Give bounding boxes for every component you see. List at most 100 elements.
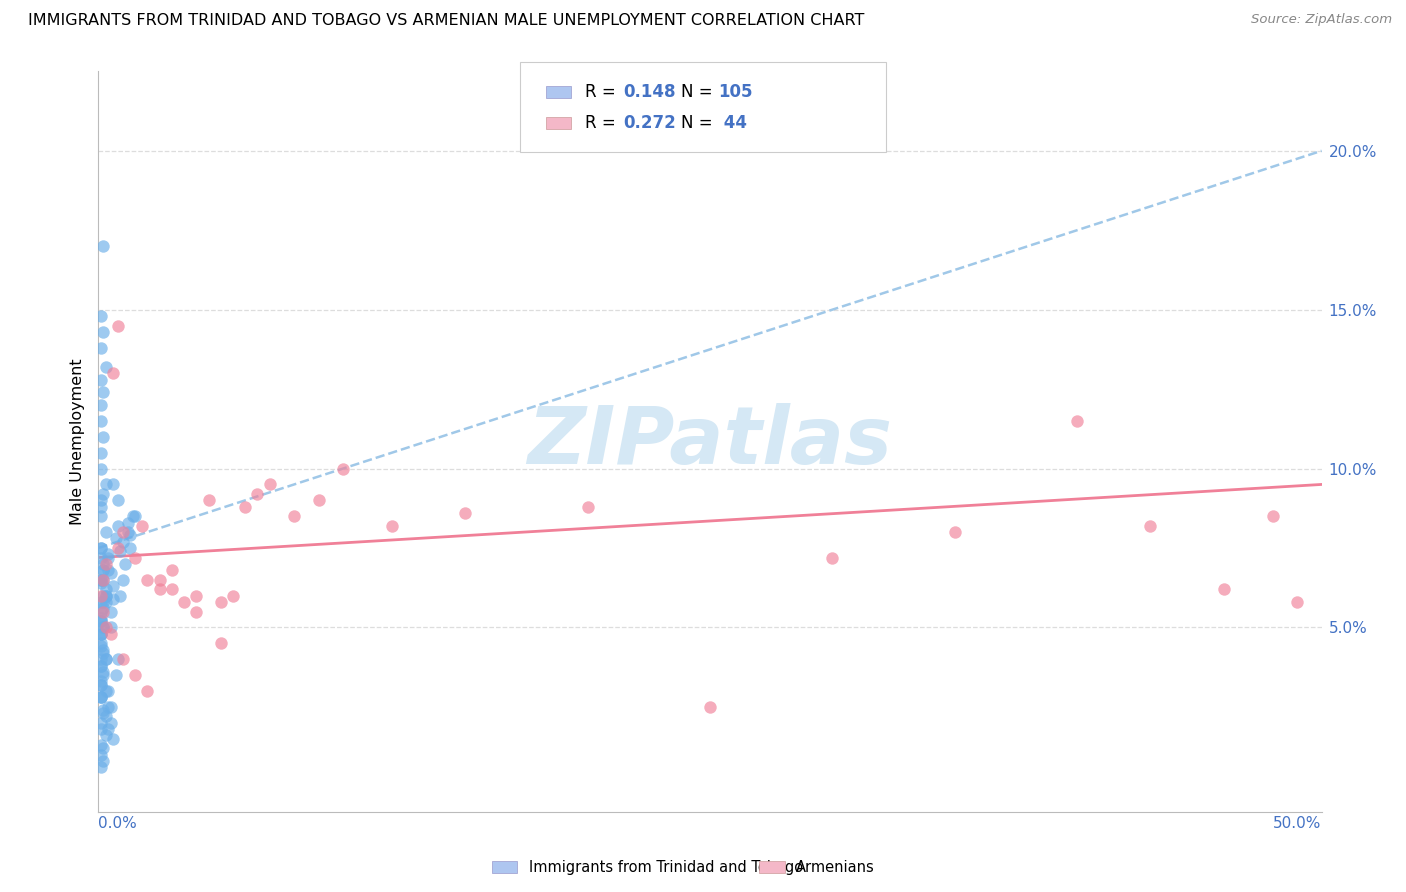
Point [90, 627, 112, 641]
Point [91, 563, 114, 577]
Point [107, 318, 129, 333]
Point [107, 493, 129, 508]
Point [160, 582, 183, 597]
Point [90, 550, 112, 565]
Point [117, 525, 139, 540]
Point [104, 668, 127, 682]
Point [91, 563, 114, 577]
Text: 105: 105 [718, 83, 754, 101]
Point [94, 620, 117, 634]
Point [121, 509, 143, 524]
Point [90, 373, 112, 387]
Point [91, 665, 114, 679]
Point [90, 573, 112, 587]
Point [100, 715, 122, 730]
Text: Immigrants from Trinidad and Tobago: Immigrants from Trinidad and Tobago [529, 860, 803, 874]
Point [91, 642, 114, 657]
Point [90, 611, 112, 625]
Point [90, 760, 112, 774]
Point [114, 557, 136, 571]
Point [90, 461, 112, 475]
Point [454, 506, 477, 520]
Point [107, 652, 129, 666]
Point [101, 477, 124, 491]
Point [1212, 582, 1234, 597]
Point [90, 690, 112, 705]
Point [90, 658, 112, 673]
Point [90, 614, 112, 628]
Point [332, 461, 354, 475]
Point [94, 589, 117, 603]
Point [124, 509, 146, 524]
Point [94, 684, 117, 698]
Point [94, 652, 117, 666]
Point [91, 668, 114, 682]
Point [186, 589, 208, 603]
Point [149, 582, 172, 597]
Point [90, 541, 112, 555]
Point [90, 445, 112, 459]
Point [94, 709, 117, 723]
Point [821, 550, 844, 565]
Point [91, 595, 114, 609]
Point [381, 518, 404, 533]
Point [100, 566, 122, 581]
Point [117, 516, 139, 530]
Point [90, 414, 112, 428]
Point [308, 493, 330, 508]
Text: 50.0%: 50.0% [1274, 816, 1322, 831]
Point [90, 398, 112, 412]
Point [94, 729, 117, 743]
Point [90, 640, 112, 654]
Text: N =: N = [681, 83, 717, 101]
Point [259, 477, 281, 491]
Point [90, 678, 112, 692]
Point [107, 541, 129, 555]
Point [104, 532, 127, 546]
Point [90, 573, 112, 587]
Point [101, 591, 124, 606]
Point [943, 525, 966, 540]
Point [94, 652, 117, 666]
Text: 0.148: 0.148 [623, 83, 675, 101]
Point [1139, 518, 1161, 533]
Point [90, 341, 112, 355]
Point [94, 477, 117, 491]
Point [1261, 509, 1284, 524]
Point [124, 550, 146, 565]
Point [97, 699, 120, 714]
Point [101, 579, 124, 593]
Point [90, 605, 112, 619]
Point [90, 722, 112, 736]
Point [91, 620, 114, 634]
Point [90, 509, 112, 524]
Point [124, 668, 146, 682]
Point [90, 627, 112, 641]
Point [110, 544, 132, 558]
Point [173, 595, 195, 609]
Point [97, 550, 120, 565]
Point [90, 674, 112, 689]
Y-axis label: Male Unemployment: Male Unemployment [69, 359, 84, 524]
Point [91, 557, 114, 571]
Point [90, 690, 112, 705]
Point [90, 493, 112, 508]
Point [91, 605, 114, 619]
Point [90, 309, 112, 323]
Point [94, 589, 117, 603]
Point [131, 518, 153, 533]
Point [91, 385, 114, 400]
Point [90, 614, 112, 628]
Point [97, 563, 120, 577]
Point [91, 239, 114, 253]
Point [160, 563, 183, 577]
Point [100, 620, 122, 634]
Text: N =: N = [681, 114, 717, 132]
Point [209, 636, 232, 650]
Point [97, 547, 120, 561]
Point [111, 534, 134, 549]
Point [91, 573, 114, 587]
Point [699, 699, 721, 714]
Text: R =: R = [585, 114, 621, 132]
Text: 0.0%: 0.0% [98, 816, 138, 831]
